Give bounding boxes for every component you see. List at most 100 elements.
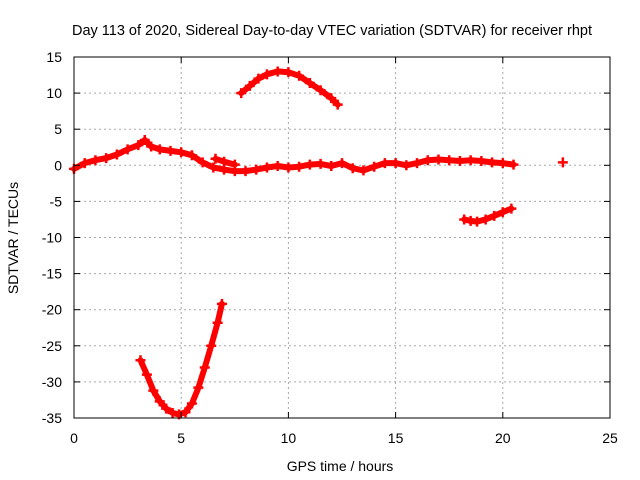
y-tick-label: -20 [42, 302, 62, 318]
data-point [506, 203, 517, 214]
data-point [186, 150, 197, 161]
data-point [480, 214, 491, 225]
data-point [148, 385, 159, 396]
data-point [167, 407, 178, 418]
data-point [465, 155, 476, 166]
data-point [401, 160, 412, 171]
data-point [261, 162, 272, 173]
data-point [489, 210, 500, 221]
data-point [236, 88, 247, 99]
series-low-arc [135, 298, 227, 420]
series-right-segment [459, 203, 517, 227]
grid-lines [74, 57, 610, 418]
y-tick-label: -10 [42, 230, 62, 246]
data-point [326, 93, 337, 104]
data-point [487, 157, 498, 168]
data-point [199, 362, 210, 373]
data-point [197, 157, 208, 168]
data-point [337, 158, 347, 169]
data-point [283, 162, 294, 173]
y-tick-label: 5 [54, 121, 62, 137]
y-tick-label: -25 [42, 338, 62, 354]
data-point [315, 158, 326, 169]
data-point [326, 161, 337, 172]
x-tick-label: 25 [602, 430, 618, 446]
data-point [146, 141, 157, 152]
data-point [557, 157, 568, 168]
y-tick-label: 0 [54, 157, 62, 173]
data-point [251, 164, 262, 175]
data-layer [69, 66, 568, 420]
data-point [208, 162, 219, 173]
data-point [272, 66, 283, 77]
series-upper-arc [236, 66, 343, 110]
data-point [444, 155, 455, 166]
y-tick-label: -5 [50, 193, 63, 209]
data-point [422, 155, 433, 166]
data-point [186, 398, 197, 409]
data-point [206, 340, 217, 351]
data-point [253, 73, 264, 84]
chart-title: Day 113 of 2020, Sidereal Day-to-day VTE… [72, 23, 592, 39]
data-point [154, 144, 165, 155]
series-main-band [69, 135, 519, 177]
data-point [454, 155, 465, 166]
data-point [261, 69, 272, 80]
y-tick-label: -35 [42, 410, 62, 426]
data-point [332, 99, 343, 110]
x-tick-label: 15 [388, 430, 404, 446]
data-point [315, 85, 326, 96]
data-point [154, 396, 165, 407]
data-point [304, 77, 315, 88]
data-point [122, 144, 133, 155]
data-point [176, 147, 187, 158]
data-point [165, 145, 176, 156]
data-point [497, 158, 508, 169]
data-point [283, 67, 294, 78]
series-secondary-start [210, 153, 240, 170]
data-point [369, 161, 380, 172]
data-point [244, 80, 255, 91]
data-point [161, 403, 172, 414]
data-point [101, 153, 112, 164]
data-point [347, 163, 358, 174]
data-point [141, 369, 152, 380]
y-tick-label: 15 [46, 49, 62, 65]
data-point [412, 158, 423, 169]
data-point [212, 317, 223, 328]
data-point [508, 159, 519, 170]
data-point [90, 155, 101, 166]
data-point [111, 149, 122, 160]
y-axis-label: SDTVAR / TECUs [5, 182, 21, 294]
y-tick-label: -30 [42, 374, 62, 390]
data-point [459, 214, 470, 225]
series-isolated-point [557, 157, 568, 168]
data-point [497, 207, 508, 218]
data-point [240, 166, 251, 177]
axes: 0 5 10 15 20 25 15 10 5 0 -5 -10 -15 -20 -25 -30 -35 [42, 49, 618, 446]
x-axis-label: GPS time / hours [287, 458, 394, 474]
data-point [79, 158, 90, 169]
y-tick-label: -15 [42, 266, 62, 282]
data-point [433, 154, 444, 165]
data-point [216, 298, 227, 309]
x-tick-label: 0 [70, 430, 78, 446]
data-point [294, 70, 305, 81]
data-point [379, 158, 390, 169]
data-point [272, 161, 283, 172]
data-point [390, 158, 401, 169]
data-point [193, 382, 204, 393]
data-point [476, 155, 487, 166]
data-point [304, 159, 315, 170]
data-point [229, 159, 240, 170]
data-point [139, 135, 150, 146]
data-point [210, 153, 221, 164]
data-point [180, 407, 191, 418]
data-point [219, 156, 230, 167]
data-point [472, 216, 483, 227]
data-point [133, 140, 144, 151]
x-tick-label: 5 [177, 430, 185, 446]
x-tick-label: 20 [495, 430, 511, 446]
data-point [294, 161, 305, 172]
